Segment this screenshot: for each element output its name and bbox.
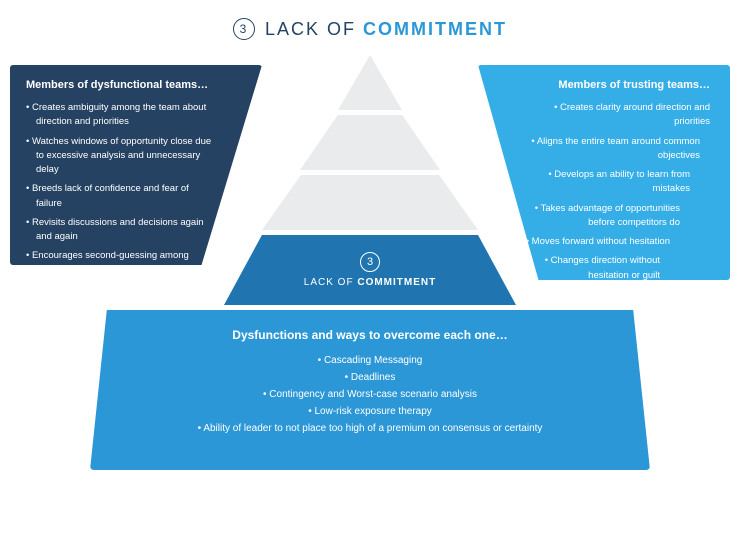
panel-right-item: Develops an ability to learn from mistak…: [518, 168, 714, 197]
page-title: 3 LACK OF COMMITMENT: [0, 0, 740, 40]
panel-right-item: Changes direction without hesitation or …: [518, 254, 714, 283]
panel-left-title: Members of dysfunctional teams…: [26, 79, 212, 91]
tier5-item: Deadlines: [130, 369, 610, 386]
panel-right-item: Creates clarity around direction and pri…: [518, 101, 714, 130]
tier4-label-prefix: LACK OF: [304, 277, 354, 288]
panel-trusting: Members of trusting teams… Creates clari…: [478, 65, 730, 280]
title-text: LACK OF COMMITMENT: [265, 19, 507, 40]
tier5-item: Contingency and Worst-case scenario anal…: [130, 386, 610, 403]
panel-left-item: Breeds lack of confidence and fear of fa…: [26, 182, 212, 211]
panel-left-item: Revisits discussions and decisions again…: [26, 216, 212, 245]
panel-right-title: Members of trusting teams…: [518, 79, 714, 91]
panel-right-item: Takes advantage of opportunities before …: [518, 202, 714, 231]
title-bold: COMMITMENT: [363, 19, 507, 39]
title-prefix: LACK OF: [265, 19, 356, 39]
panel-left-item: Watches windows of opportunity close due…: [26, 135, 212, 178]
pyramid-tier-1: [338, 55, 402, 110]
pyramid-tier-2: [300, 115, 440, 170]
tier5-item: Low-risk exposure therapy: [130, 403, 610, 420]
tier5-item: Cascading Messaging: [130, 352, 610, 369]
panel-right-item: Aligns the entire team around common obj…: [518, 135, 714, 164]
pyramid-tier-4-highlight: 3 LACK OF COMMITMENT: [224, 235, 516, 305]
tier4-number-badge: 3: [360, 252, 380, 272]
pyramid-tier-3: [262, 175, 478, 230]
tier5-item: Ability of leader to not place too high …: [130, 420, 610, 437]
panel-left-list: Creates ambiguity among the team about d…: [26, 101, 212, 278]
tier5-list: Cascading MessagingDeadlinesContingency …: [130, 352, 610, 437]
pyramid-tier-5-base: Dysfunctions and ways to overcome each o…: [90, 310, 650, 470]
panel-dysfunctional: Members of dysfunctional teams… Creates …: [10, 65, 262, 265]
title-number-badge: 3: [233, 18, 255, 40]
panel-right-list: Creates clarity around direction and pri…: [518, 101, 714, 283]
tier4-label-bold: COMMITMENT: [357, 277, 436, 288]
panel-left-item: Creates ambiguity among the team about d…: [26, 101, 212, 130]
diagram-stage: 3 LACK OF COMMITMENT Dysfunctions and wa…: [0, 55, 740, 537]
tier4-label: LACK OF COMMITMENT: [304, 277, 436, 288]
panel-right-item: Moves forward without hesitation: [518, 235, 714, 249]
panel-left-item: Encourages second-guessing among team me…: [26, 249, 212, 278]
tier5-title: Dysfunctions and ways to overcome each o…: [130, 328, 610, 342]
